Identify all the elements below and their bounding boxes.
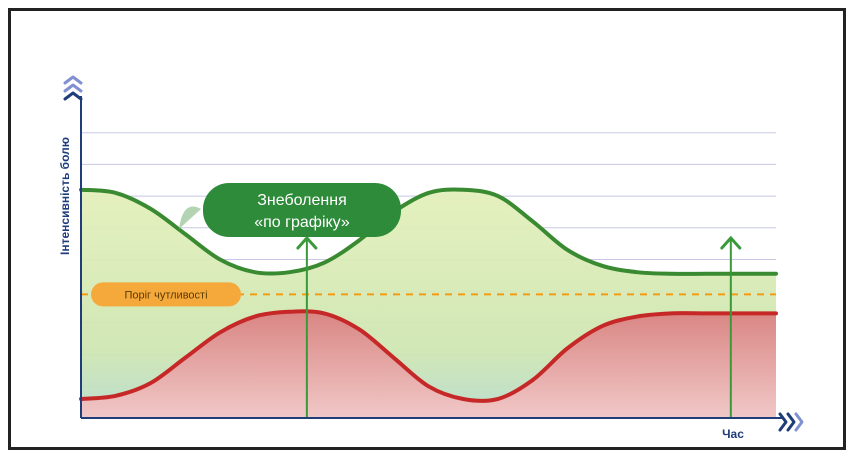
y-axis-chevron-icon	[63, 83, 83, 93]
axes: Інтенсивність болю Час	[58, 75, 804, 441]
y-axis-chevron-icon	[63, 91, 83, 101]
event-arrowhead-0	[296, 235, 318, 250]
x-axis-chevron-icon	[786, 412, 796, 432]
chart-frame: Поріг чутливості Знеболення «по графіку» І…	[8, 8, 846, 450]
area-fills	[81, 189, 776, 418]
y-axis-title: Інтенсивність болю	[58, 137, 72, 255]
event-arrowhead-1	[720, 235, 742, 250]
threshold-label-pill	[91, 282, 241, 307]
pain-intensity-chart: Поріг чутливості Знеболення «по графіку» І…	[58, 75, 804, 441]
red-area-fill	[81, 311, 776, 418]
x-axis-chevron-icon	[794, 412, 804, 432]
annotations: Поріг чутливості Знеболення «по графіку»	[81, 183, 776, 418]
green-series-line	[79, 187, 778, 276]
annotation-line-0: Знеболення	[257, 192, 347, 209]
annotation-bubble	[203, 183, 401, 237]
bubble-tail	[179, 206, 201, 229]
y-axis-chevron-icon	[63, 75, 83, 85]
x-axis-title: Час	[722, 427, 744, 441]
x-axis-chevron-icon	[778, 412, 788, 432]
threshold-label: Поріг чутливості	[124, 289, 207, 301]
red-series-line	[79, 309, 778, 403]
series-lines	[79, 187, 778, 403]
annotation-line-1: «по графіку»	[254, 214, 350, 231]
